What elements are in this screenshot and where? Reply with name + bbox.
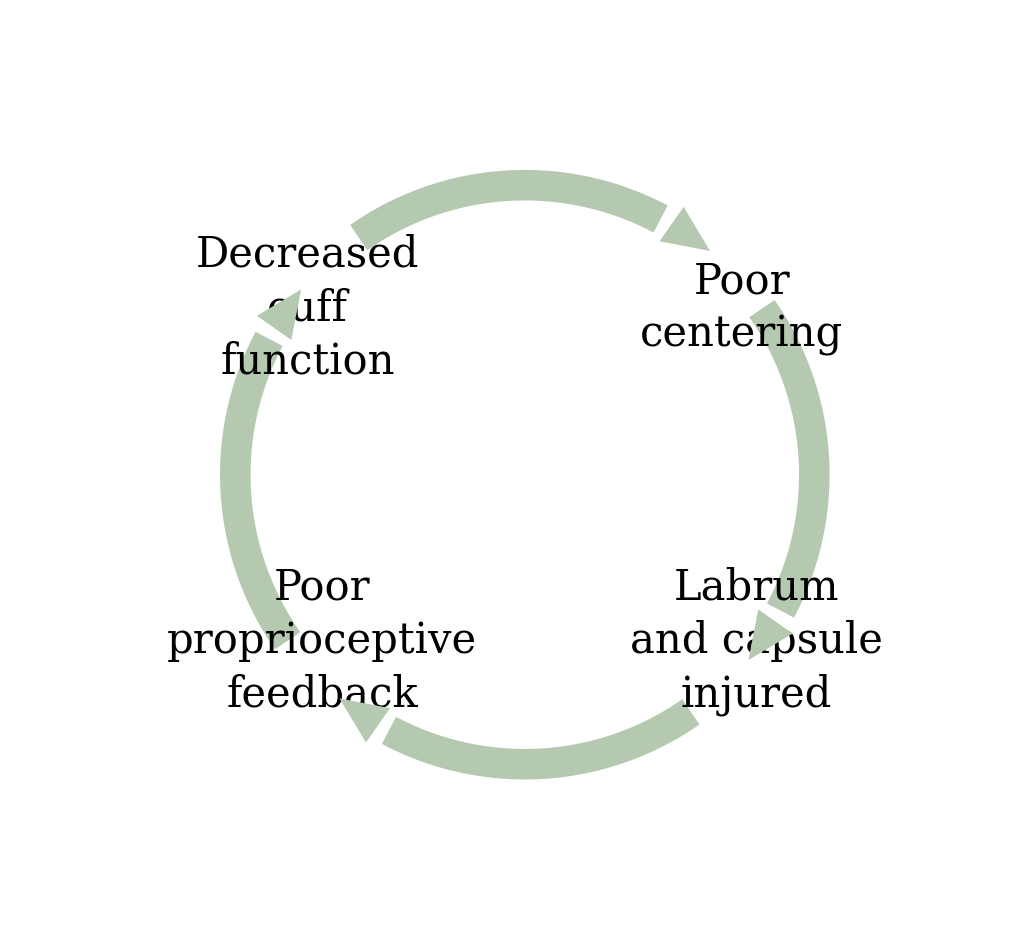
Text: Poor
proprioceptive
feedback: Poor proprioceptive feedback [167,567,477,715]
Polygon shape [257,290,301,340]
Text: Labrum
and capsule
injured: Labrum and capsule injured [630,567,883,716]
Text: Poor
centering: Poor centering [640,260,844,356]
Polygon shape [340,698,390,743]
Polygon shape [749,609,793,660]
Text: Decreased
cuff
function: Decreased cuff function [196,234,420,383]
Polygon shape [659,207,710,251]
